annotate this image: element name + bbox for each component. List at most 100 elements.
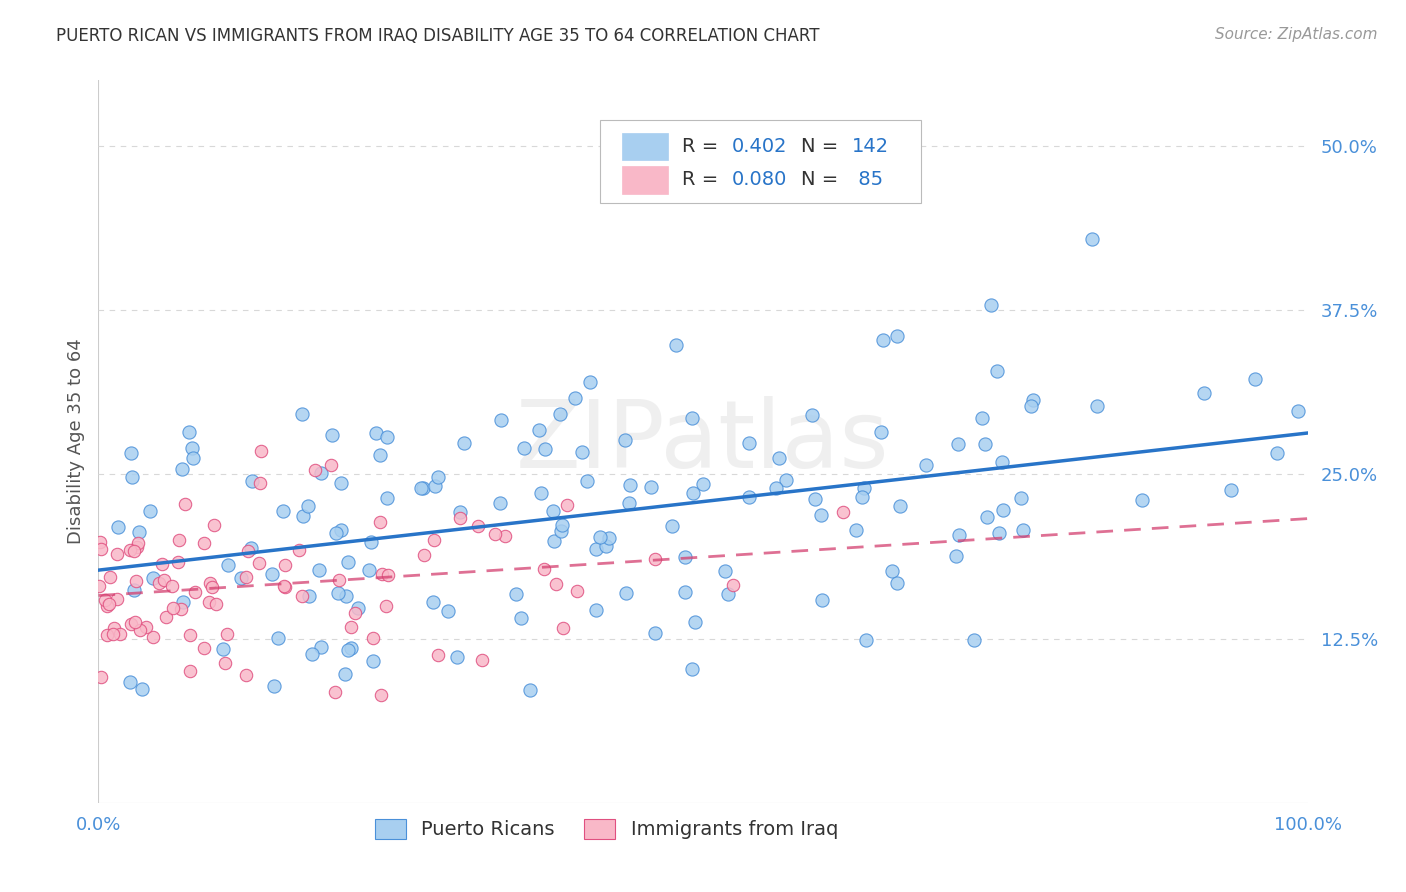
- Point: [1286, 404, 1309, 418]
- Point: [872, 333, 894, 347]
- Point: [330, 523, 353, 537]
- Point: [453, 436, 475, 450]
- Point: [513, 441, 536, 455]
- Point: [267, 631, 290, 645]
- Point: [297, 499, 319, 513]
- Point: [162, 601, 184, 615]
- Text: N =: N =: [801, 137, 845, 156]
- Point: [576, 474, 599, 488]
- Point: [291, 589, 314, 603]
- Point: [1019, 399, 1042, 413]
- Point: [810, 508, 832, 523]
- Point: [640, 480, 662, 494]
- Point: [127, 536, 149, 550]
- Point: [148, 576, 170, 591]
- Point: [103, 621, 125, 635]
- Point: [235, 570, 257, 584]
- Point: [614, 585, 637, 599]
- Point: [328, 573, 350, 587]
- Point: [717, 586, 740, 600]
- Point: [692, 477, 714, 491]
- Point: [519, 683, 541, 698]
- Point: [105, 547, 128, 561]
- Text: R =: R =: [682, 137, 725, 156]
- Point: [673, 549, 696, 564]
- Point: [198, 595, 221, 609]
- Point: [980, 298, 1002, 312]
- Point: [337, 555, 360, 569]
- Point: [139, 503, 162, 517]
- Point: [831, 504, 853, 518]
- Point: [205, 598, 228, 612]
- Point: [273, 579, 295, 593]
- Point: [260, 567, 283, 582]
- Point: [321, 428, 343, 442]
- Point: [765, 481, 787, 495]
- Point: [335, 667, 357, 681]
- Point: [128, 525, 150, 540]
- Point: [543, 533, 565, 548]
- Point: [124, 615, 146, 630]
- Point: [423, 533, 446, 547]
- Point: [360, 534, 382, 549]
- Point: [565, 583, 588, 598]
- Point: [170, 462, 193, 476]
- Point: [201, 580, 224, 594]
- Point: [644, 552, 666, 566]
- Point: [801, 408, 824, 422]
- Text: 0.080: 0.080: [733, 170, 787, 189]
- Point: [193, 536, 215, 550]
- Point: [249, 475, 271, 490]
- Text: 142: 142: [852, 137, 889, 156]
- Point: [665, 337, 688, 351]
- Point: [986, 364, 1008, 378]
- Point: [1080, 232, 1102, 246]
- Point: [527, 423, 550, 437]
- Point: [153, 574, 176, 588]
- Point: [336, 643, 359, 657]
- Bar: [621, 133, 668, 161]
- Point: [361, 632, 384, 646]
- Point: [129, 624, 152, 638]
- Point: [1219, 483, 1241, 497]
- Point: [359, 563, 381, 577]
- Point: [366, 426, 388, 441]
- Point: [976, 509, 998, 524]
- Point: [368, 515, 391, 529]
- Point: [915, 458, 938, 472]
- Point: [948, 528, 970, 542]
- Point: [541, 504, 564, 518]
- Point: [613, 433, 636, 447]
- Point: [250, 443, 273, 458]
- Point: [411, 481, 433, 495]
- Point: [309, 466, 332, 480]
- Point: [619, 477, 641, 491]
- Point: [122, 583, 145, 598]
- Point: [181, 441, 204, 455]
- Point: [160, 579, 183, 593]
- Point: [291, 407, 314, 421]
- Point: [263, 679, 285, 693]
- Point: [370, 566, 392, 581]
- Point: [510, 611, 533, 625]
- Point: [845, 523, 868, 537]
- Point: [167, 533, 190, 548]
- Point: [155, 609, 177, 624]
- Point: [682, 485, 704, 500]
- Point: [683, 615, 706, 629]
- Point: [412, 481, 434, 495]
- Point: [811, 593, 834, 607]
- Point: [991, 455, 1014, 469]
- Point: [619, 496, 641, 510]
- Point: [217, 558, 239, 572]
- Point: [533, 442, 555, 456]
- Point: [737, 490, 759, 504]
- Point: [120, 543, 142, 558]
- Point: [242, 474, 264, 488]
- Point: [571, 445, 593, 459]
- Point: [1012, 524, 1035, 538]
- Point: [118, 674, 141, 689]
- Point: [90, 541, 112, 556]
- Point: [311, 640, 333, 655]
- Point: [555, 498, 578, 512]
